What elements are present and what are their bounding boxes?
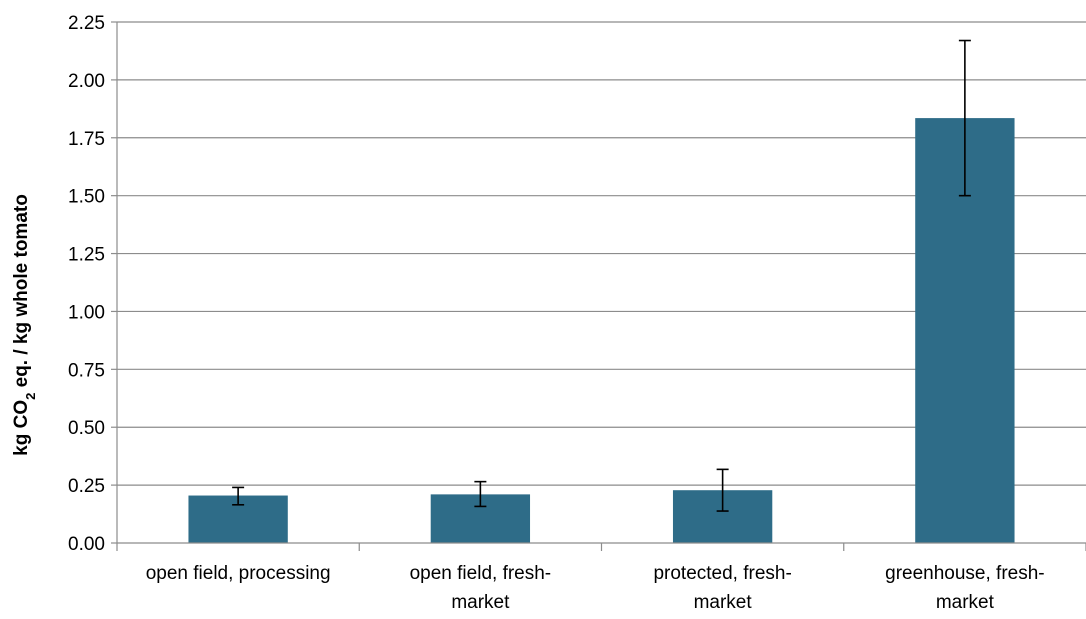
x-category-label: greenhouse, fresh-market [885,563,1045,613]
x-category-label: open field, processing [146,563,331,584]
y-tick-label: 0.75 [68,360,105,381]
y-tick-label: 1.25 [68,245,105,266]
y-tick-label: 1.75 [68,129,105,150]
x-category-label: protected, fresh-market [653,563,791,613]
y-tick-label: 2.00 [68,71,105,92]
y-axis-label: kg CO2 eq. / kg whole tomato [11,194,38,456]
y-axis-label-pre: kg CO [11,400,32,456]
x-category-labels: open field, processing open field, fresh-… [146,563,1045,613]
y-tick-label: 0.00 [68,534,105,555]
y-tick-label: 1.50 [68,187,105,208]
y-tick-label: 1.00 [68,302,105,323]
y-tick-labels: 0.00 0.25 0.50 0.75 1.00 1.25 1.50 1.75 2.00 2.25 [68,13,105,555]
y-axis-label-sub: 2 [23,393,38,400]
y-tick-label: 0.50 [68,418,105,439]
x-category-label: open field, fresh-market [410,563,552,613]
axes [116,22,1086,551]
y-axis-label-post: eq. / kg whole tomato [11,194,32,392]
y-tick-label: 0.25 [68,476,105,497]
bars [188,118,1015,544]
error-bars [232,39,971,512]
y-tick-label: 2.25 [68,13,105,34]
